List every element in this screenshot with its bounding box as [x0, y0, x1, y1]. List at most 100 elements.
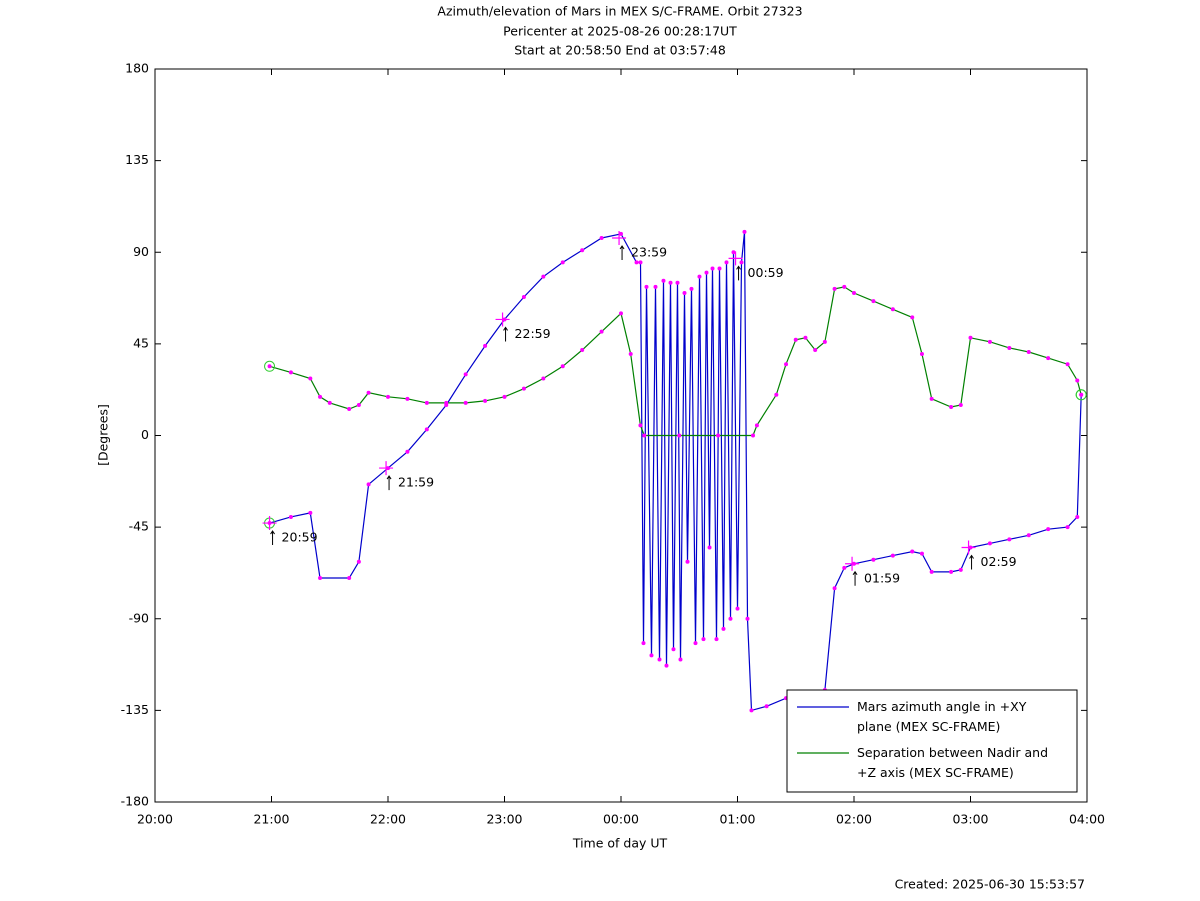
data-point — [910, 549, 915, 554]
data-point — [463, 400, 468, 405]
data-point — [1007, 345, 1012, 350]
data-point — [929, 569, 934, 574]
data-point — [832, 586, 837, 591]
y-tick-label: 45 — [133, 335, 149, 350]
data-point — [267, 364, 272, 369]
data-point — [716, 433, 721, 438]
annotation-cross — [961, 540, 976, 555]
x-tick-label: 02:00 — [836, 812, 872, 827]
data-point — [599, 235, 604, 240]
data-point — [689, 286, 694, 291]
data-point — [1026, 533, 1031, 538]
data-point — [1065, 525, 1070, 530]
data-point — [1065, 362, 1070, 367]
data-point — [405, 449, 410, 454]
data-point — [739, 260, 744, 265]
x-tick-label: 21:00 — [253, 812, 289, 827]
data-point — [668, 280, 673, 285]
annotation-label: 01:59 — [864, 570, 900, 585]
x-tick-label: 20:00 — [137, 812, 173, 827]
data-point — [1026, 350, 1031, 355]
data-point — [803, 335, 808, 340]
data-point — [1079, 392, 1084, 397]
legend-label-line: Mars azimuth angle in +XY — [857, 699, 1027, 714]
data-point — [642, 433, 647, 438]
x-tick-label: 23:00 — [486, 812, 522, 827]
data-point — [424, 427, 429, 432]
data-point — [784, 362, 789, 367]
endpoint-ring — [264, 360, 276, 372]
data-point — [638, 423, 643, 428]
data-point — [701, 637, 706, 642]
data-point — [710, 266, 715, 271]
annotation-label: 22:59 — [515, 326, 551, 341]
data-point — [813, 347, 818, 352]
data-point — [288, 514, 293, 519]
data-point — [852, 290, 856, 295]
annotation-cross — [262, 516, 277, 531]
data-point — [728, 616, 733, 621]
data-point — [657, 657, 662, 662]
data-point — [735, 606, 740, 611]
data-point — [704, 270, 709, 275]
data-point — [949, 404, 954, 409]
data-point — [1046, 356, 1051, 361]
data-point — [678, 657, 683, 662]
data-point — [793, 337, 798, 342]
y-tick-label: -45 — [129, 519, 149, 534]
footer: Created: 2025-06-30 15:53:57 — [895, 877, 1085, 892]
data-point — [890, 307, 895, 312]
data-point — [560, 364, 565, 369]
x-tick-label: 03:00 — [952, 812, 988, 827]
annotation-cross — [845, 556, 860, 571]
annotation-pointer — [852, 570, 858, 586]
data-point — [366, 482, 371, 487]
y-tick-label: 180 — [125, 61, 149, 76]
series-line — [269, 231, 1082, 712]
y-tick-label: -180 — [121, 794, 149, 809]
data-point — [693, 641, 698, 646]
data-point — [949, 569, 954, 574]
chart-title: Azimuth/elevation of Mars in MEX S/C-FRA… — [437, 4, 802, 19]
data-point — [541, 274, 546, 279]
data-point — [675, 280, 680, 285]
data-point — [521, 295, 526, 300]
legend-label-line: Separation between Nadir and — [857, 745, 1048, 760]
data-point — [682, 290, 687, 295]
annotation-label: 20:59 — [282, 530, 318, 545]
data-point — [987, 339, 992, 344]
data-point — [671, 647, 676, 652]
y-tick-label: -90 — [129, 610, 149, 625]
data-point — [871, 557, 876, 562]
data-point — [1046, 527, 1051, 532]
data-point — [327, 400, 332, 405]
data-point — [871, 299, 876, 304]
annotation-label: 21:59 — [398, 475, 434, 490]
endpoint-ring — [1075, 389, 1087, 401]
data-point — [356, 402, 361, 407]
y-tick-label: 0 — [141, 427, 149, 442]
y-tick-label: -135 — [121, 702, 149, 717]
data-point — [356, 559, 361, 564]
data-point — [308, 510, 313, 515]
data-point — [619, 231, 623, 236]
data-point — [541, 376, 546, 381]
data-point — [822, 339, 827, 344]
data-point — [910, 315, 915, 320]
annotation-pointer — [969, 554, 974, 570]
legend-label-line: plane (MEX SC-FRAME) — [857, 719, 1000, 734]
data-point — [751, 433, 756, 438]
data-point — [288, 370, 293, 375]
annotation-cross — [728, 251, 743, 266]
x-tick-label: 01:00 — [719, 812, 755, 827]
chart-subtitle: Start at 20:58:50 End at 03:57:48 — [514, 43, 726, 58]
data-point — [685, 559, 690, 564]
data-point — [318, 394, 323, 399]
legend-label-line: +Z axis (MEX SC-FRAME) — [857, 765, 1014, 780]
data-point — [644, 284, 649, 289]
y-tick-label: 135 — [125, 152, 149, 167]
data-point — [405, 396, 410, 401]
data-point — [1007, 537, 1012, 542]
data-point — [634, 260, 639, 265]
